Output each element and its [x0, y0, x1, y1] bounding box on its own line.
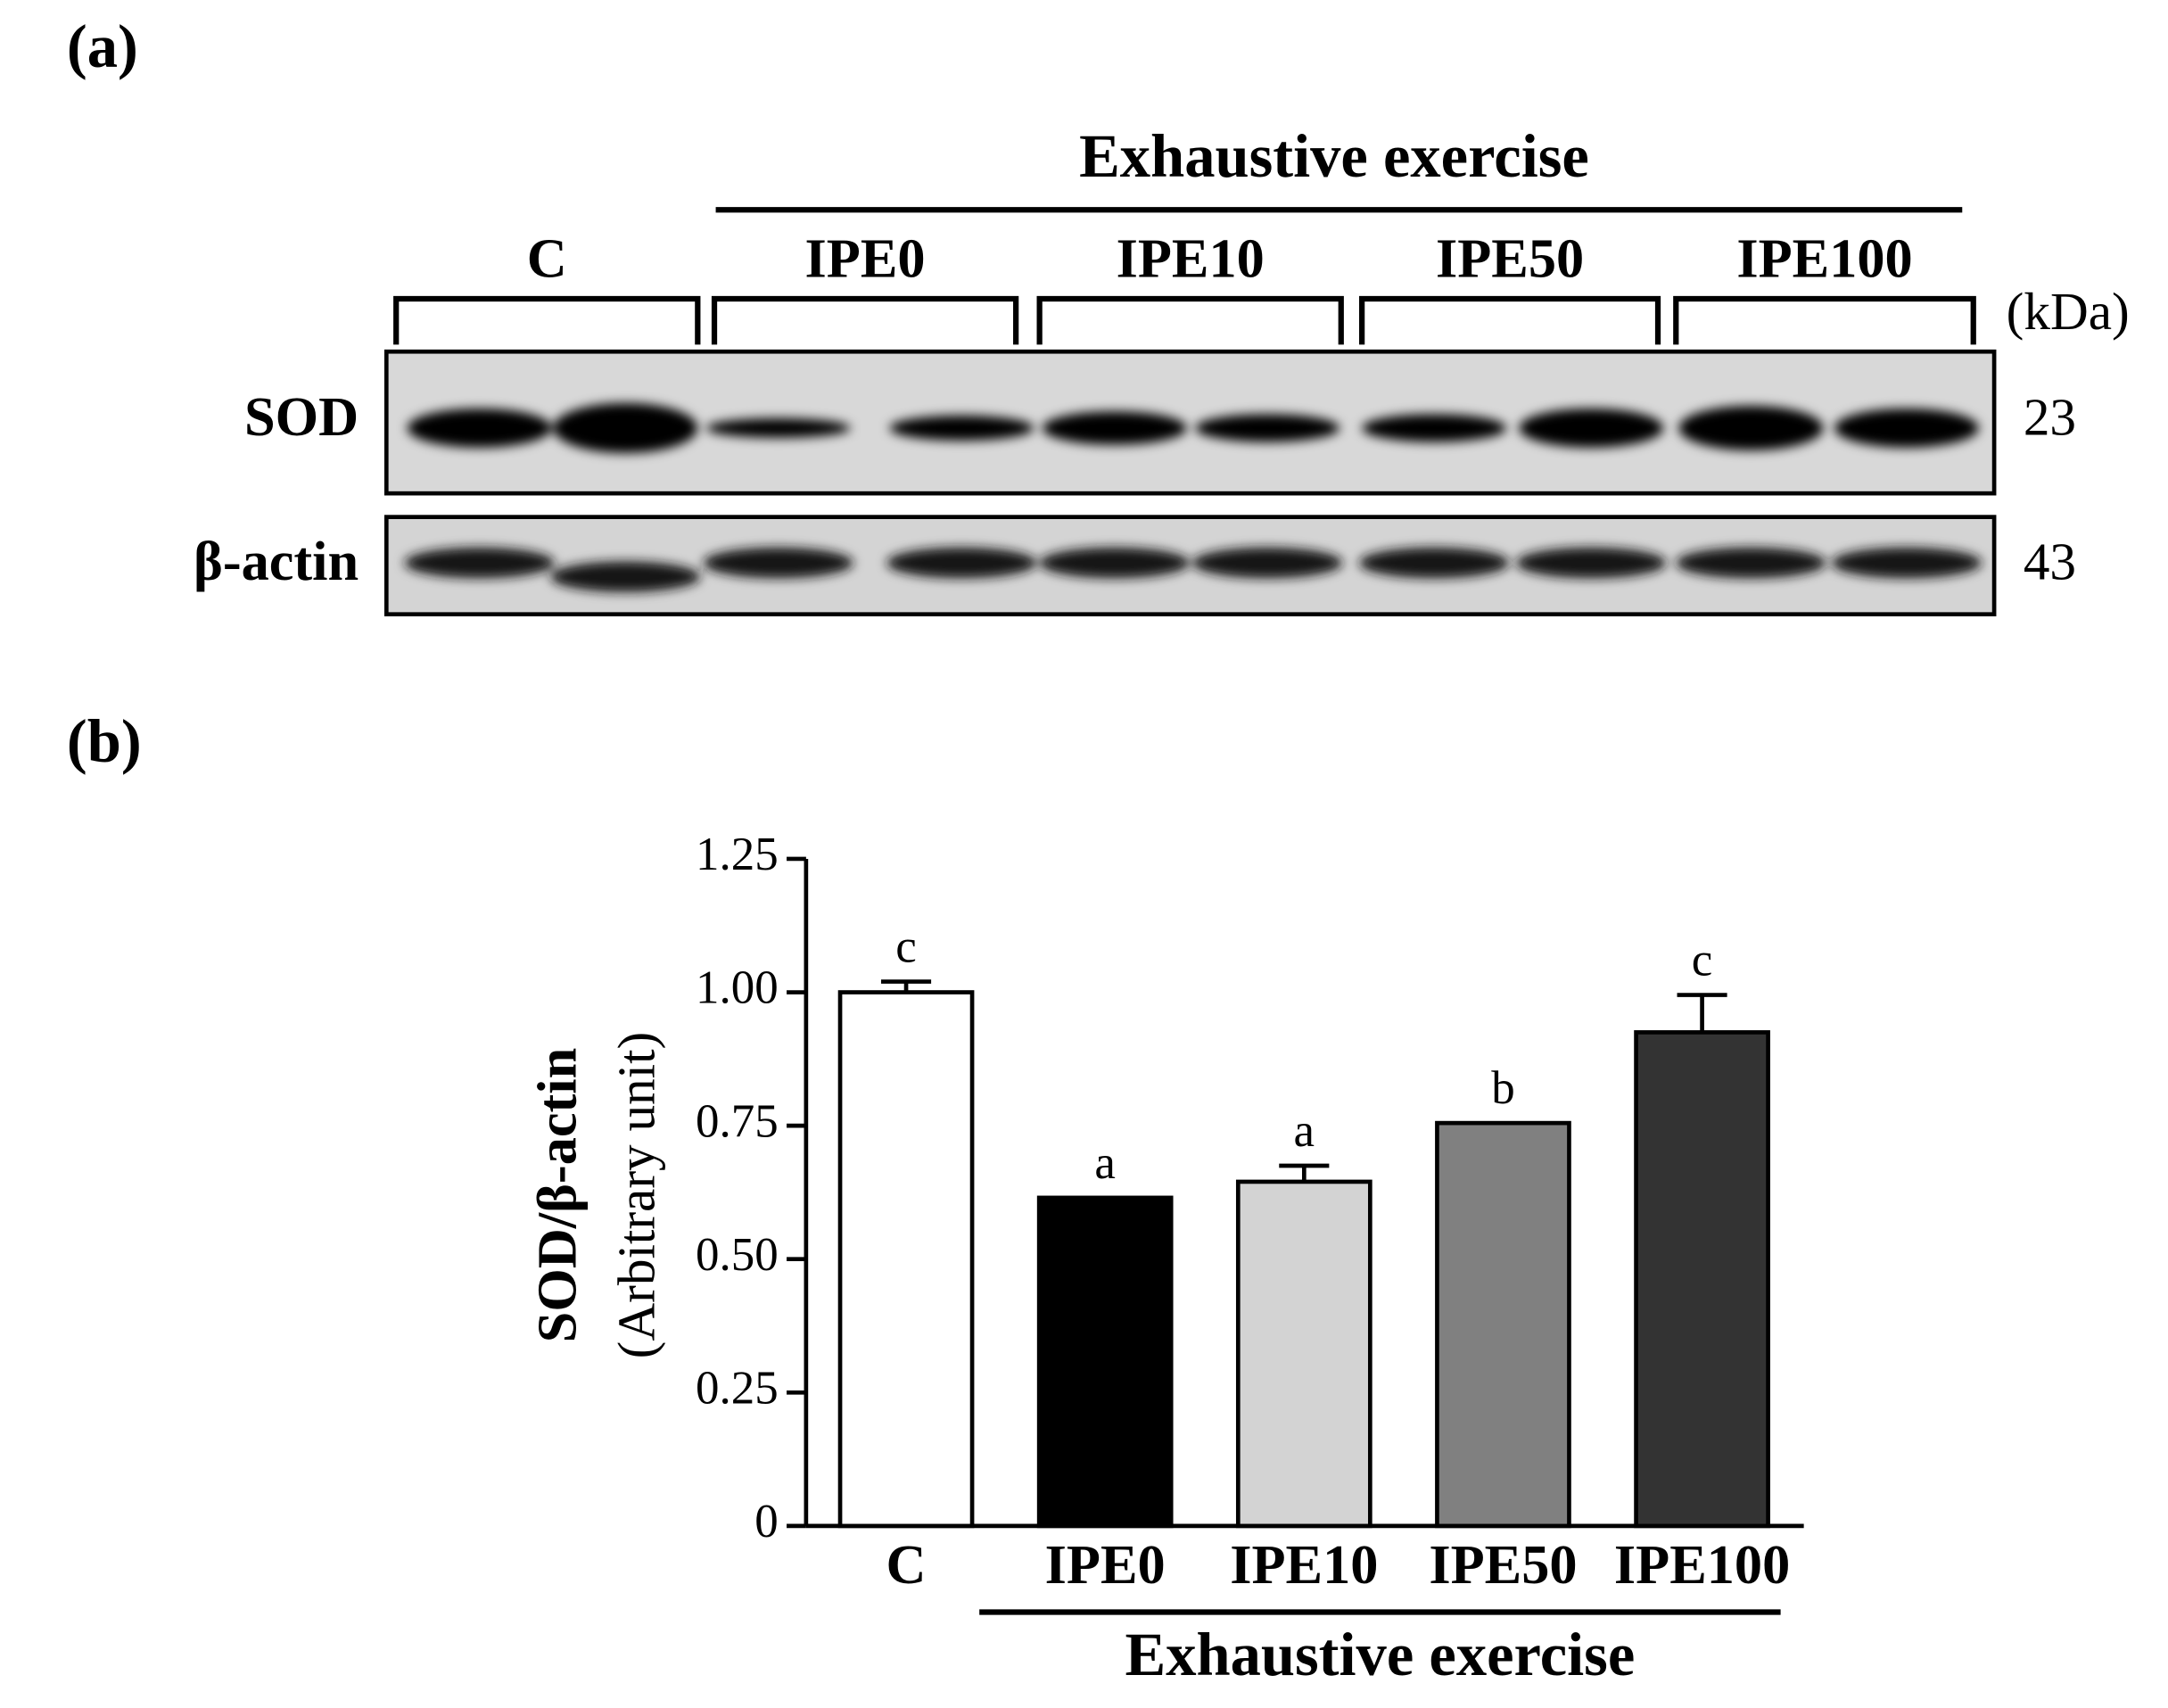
- panel-b: 0 0.25 0.50 0.75 1.00 1.25 c Ca IPE0 a IPE10 b IPE50…: [526, 829, 1804, 1688]
- x-tick-label: IPE100: [1614, 1534, 1790, 1596]
- actin-band: [404, 547, 555, 579]
- sod-band: [705, 418, 851, 438]
- group-label: Exhaustive exercise: [1079, 122, 1589, 190]
- significance-label: c: [1692, 934, 1713, 986]
- y-tick-label: 1.25: [696, 829, 779, 880]
- x-tick-label: C: [886, 1534, 927, 1596]
- panel-label: (b): [67, 707, 142, 775]
- panel-label: (a): [67, 12, 138, 80]
- bands: [404, 402, 1983, 592]
- x-tick-label: IPE0: [1045, 1534, 1166, 1596]
- actin-band: [550, 561, 701, 592]
- y-tick-label: 0: [754, 1496, 778, 1547]
- actin-band: [1516, 547, 1667, 579]
- significance-label: a: [1294, 1105, 1315, 1157]
- lane-label: IPE100: [1736, 227, 1912, 289]
- significance-label: c: [895, 920, 917, 972]
- lane-label: IPE10: [1117, 227, 1265, 289]
- y-axis-subtitle: (Arbitrary unit): [607, 1032, 666, 1359]
- significance-label: b: [1491, 1062, 1514, 1114]
- actin-band: [1039, 547, 1190, 579]
- sod-band: [889, 415, 1035, 441]
- x-tick-label: IPE50: [1429, 1534, 1577, 1596]
- actin-band: [1831, 547, 1983, 579]
- row-label: β-actin: [194, 531, 359, 592]
- actin-band: [703, 547, 853, 579]
- sod-band: [1678, 405, 1824, 450]
- lane-bracket: [1673, 295, 1976, 345]
- y-tick-label: 0.75: [696, 1095, 779, 1147]
- sod-band: [407, 408, 552, 448]
- actin-band: [886, 547, 1037, 579]
- bar: [837, 990, 975, 1529]
- lane-bracket: [1359, 295, 1661, 345]
- kda-label: 43: [2024, 532, 2076, 590]
- actin-band: [1192, 547, 1343, 579]
- group-label: Exhaustive exercise: [1125, 1621, 1636, 1688]
- bar: [1435, 1120, 1571, 1529]
- bar: [1036, 1195, 1174, 1529]
- lane-bracket: [393, 295, 701, 345]
- significance-label: a: [1094, 1137, 1116, 1189]
- kda-label: 23: [2024, 387, 2076, 446]
- lane-label: IPE50: [1436, 227, 1584, 289]
- sod-band: [553, 402, 698, 453]
- sod-band: [1042, 411, 1187, 445]
- y-axis-title: SOD/β-actin: [526, 1048, 588, 1343]
- actin-band: [1676, 547, 1826, 579]
- x-tick-label: IPE10: [1230, 1534, 1378, 1596]
- y-tick-label: 1.00: [696, 962, 779, 1014]
- lane-label: C: [527, 227, 567, 289]
- panel-a: C IPE0 IPE10 IPE50 IPE100 SOD 23 β-actin 43: [194, 227, 2076, 592]
- lane-bracket: [711, 295, 1019, 345]
- actin-band: [1359, 547, 1510, 579]
- sod-band: [1195, 414, 1340, 442]
- bar: [1634, 1030, 1770, 1529]
- bar: [1235, 1179, 1373, 1529]
- unit-label: (kDa): [2007, 282, 2130, 341]
- y-tick-label: 0.25: [696, 1362, 779, 1414]
- y-tick-label: 0.50: [696, 1229, 779, 1281]
- sod-band: [1362, 414, 1507, 442]
- row-label: SOD: [244, 386, 359, 448]
- sod-band: [1519, 408, 1664, 448]
- sod-band: [1834, 408, 1979, 448]
- lane-label: IPE0: [805, 227, 926, 289]
- lane-bracket: [1036, 295, 1344, 345]
